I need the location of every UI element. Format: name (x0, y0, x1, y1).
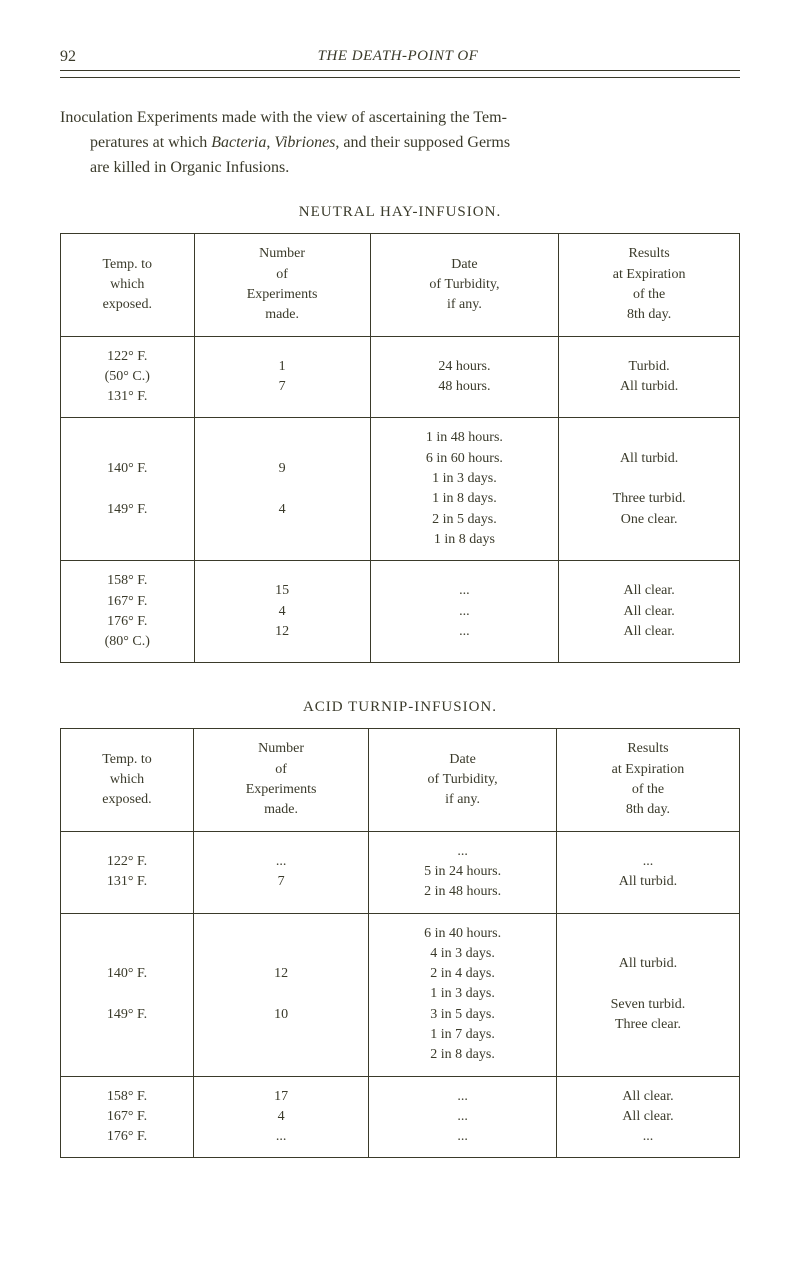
table-row: 140° F. 149° F. 12 10 6 in 40 hours.4 in… (61, 913, 740, 1076)
cell-date: ...5 in 24 hours.2 in 48 hours. (369, 831, 557, 913)
intro-text-3: are killed in Organic Infusions. (90, 159, 289, 176)
table-row: 140° F. 149° F. 9 4 1 in 48 hours.6 in 6… (61, 418, 740, 561)
cell-date: ......... (370, 561, 559, 663)
divider (60, 77, 740, 78)
cell-temp: 122° F.(50° C.)131° F. (61, 336, 195, 418)
page-number: 92 (60, 48, 76, 66)
cell-date: 1 in 48 hours.6 in 60 hours.1 in 3 days.… (370, 418, 559, 561)
cell-num: ...7 (193, 831, 368, 913)
table-acid-turnip: Temp. towhichexposed. NumberofExperiment… (60, 728, 740, 1158)
col-temp: Temp. towhichexposed. (61, 234, 195, 336)
cell-result: All clear.All clear.... (556, 1076, 739, 1158)
cell-date: ......... (369, 1076, 557, 1158)
table-header-row: Temp. towhichexposed. NumberofExperiment… (61, 234, 740, 336)
intro-italic-1: Bacteria (211, 134, 266, 151)
cell-num: 9 4 (194, 418, 370, 561)
cell-temp: 158° F.167° F.176° F. (61, 1076, 194, 1158)
col-date: Dateof Turbidity,if any. (369, 729, 557, 831)
table1-title: NEUTRAL HAY-INFUSION. (60, 204, 740, 221)
intro-italic-2: Vibriones (274, 134, 335, 151)
table-row: 158° F.167° F.176° F. 174... ......... A… (61, 1076, 740, 1158)
col-results: Resultsat Expirationof the8th day. (559, 234, 740, 336)
table-header-row: Temp. towhichexposed. NumberofExperiment… (61, 729, 740, 831)
cell-num: 15412 (194, 561, 370, 663)
table-row: 122° F.131° F. ...7 ...5 in 24 hours.2 i… (61, 831, 740, 913)
cell-date: 24 hours.48 hours. (370, 336, 559, 418)
cell-result: All turbid. Seven turbid.Three clear. (556, 913, 739, 1076)
cell-temp: 140° F. 149° F. (61, 913, 194, 1076)
col-date: Dateof Turbidity,if any. (370, 234, 559, 336)
col-temp: Temp. towhichexposed. (61, 729, 194, 831)
running-title: THE DEATH-POINT OF (318, 48, 479, 66)
table2-title: ACID TURNIP-INFUSION. (60, 699, 740, 716)
intro-text-1: Inoculation Experiments made with the vi… (60, 109, 507, 126)
cell-num: 17 (194, 336, 370, 418)
col-number: NumberofExperimentsmade. (193, 729, 368, 831)
cell-date: 6 in 40 hours.4 in 3 days.2 in 4 days.1 … (369, 913, 557, 1076)
cell-result: All clear.All clear.All clear. (559, 561, 740, 663)
page-header: 92 THE DEATH-POINT OF (60, 48, 740, 71)
cell-result: All turbid. Three turbid.One clear. (559, 418, 740, 561)
intro-text-2: peratures at which (90, 134, 211, 151)
intro-paragraph: Inoculation Experiments made with the vi… (60, 106, 740, 180)
table-row: 158° F.167° F.176° F.(80° C.) 15412 ....… (61, 561, 740, 663)
cell-temp: 140° F. 149° F. (61, 418, 195, 561)
cell-num: 174... (193, 1076, 368, 1158)
cell-temp: 122° F.131° F. (61, 831, 194, 913)
cell-temp: 158° F.167° F.176° F.(80° C.) (61, 561, 195, 663)
cell-result: Turbid.All turbid. (559, 336, 740, 418)
cell-num: 12 10 (193, 913, 368, 1076)
table-neutral-hay: Temp. towhichexposed. NumberofExperiment… (60, 233, 740, 663)
col-number: NumberofExperimentsmade. (194, 234, 370, 336)
table-row: 122° F.(50° C.)131° F. 17 24 hours.48 ho… (61, 336, 740, 418)
cell-result: ...All turbid. (556, 831, 739, 913)
intro-text-2b: , and their supposed Germs (335, 134, 510, 151)
col-results: Resultsat Expirationof the8th day. (556, 729, 739, 831)
